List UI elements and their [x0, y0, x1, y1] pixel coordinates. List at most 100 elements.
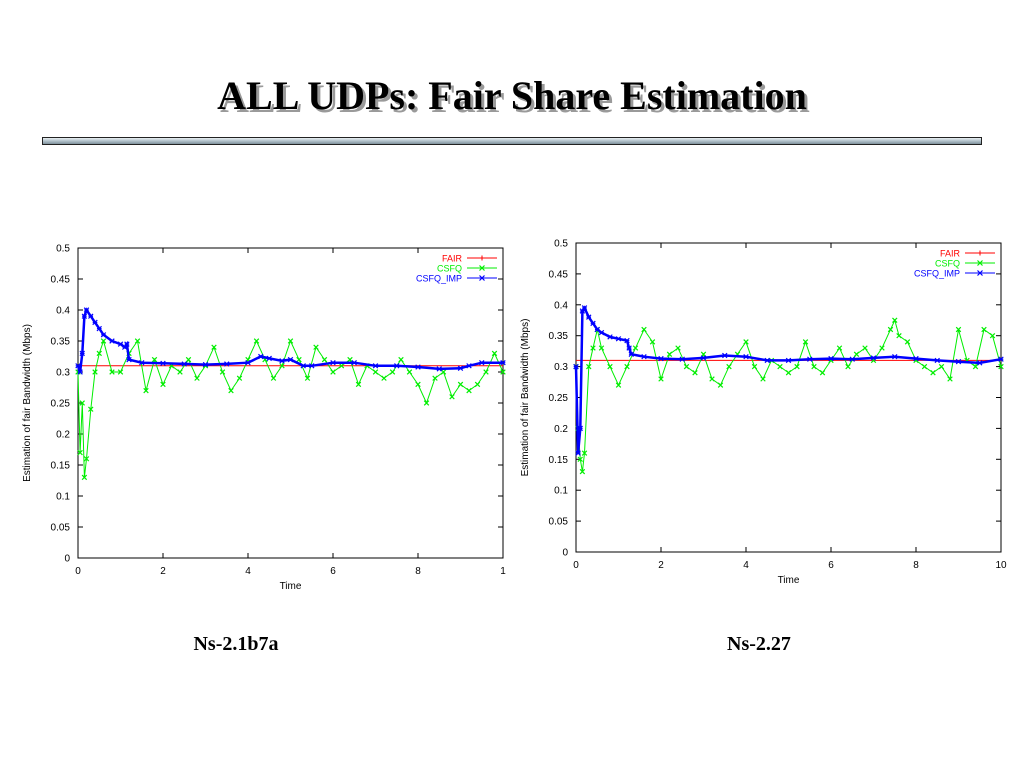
legend-label-csfq-imp: CSFQ_IMP	[914, 269, 960, 279]
x-tick-label: 0	[75, 566, 81, 577]
slide-title: ALL UDPs: Fair Share Estimation	[217, 73, 807, 118]
data-point-csfq	[887, 326, 894, 333]
data-point-csfq-imp	[743, 353, 749, 360]
data-point-csfq	[794, 363, 800, 370]
data-point-csfq-imp	[590, 320, 596, 327]
data-point-csfq	[406, 369, 413, 375]
data-point-csfq-imp	[394, 363, 400, 369]
legend-label-csfq-imp: CSFQ_IMP	[416, 274, 462, 284]
title-divider	[42, 137, 982, 145]
data-point-csfq	[83, 456, 90, 462]
chart-ns-2-27: 0 0.05 0.1 0.15 0.2 0.25 0.3 0.35 0.4 0.45 0.5 0 2 4 6…	[520, 239, 1007, 587]
data-point-csfq-imp	[117, 341, 124, 347]
data-point-csfq	[143, 387, 149, 394]
data-point-csfq-imp	[126, 356, 132, 363]
y-axis-label: Estimation of fair Bandwidth (Mbps)	[520, 319, 531, 477]
data-point-csfq-imp	[577, 425, 583, 432]
data-point-csfq	[228, 387, 234, 394]
data-point-csfq-imp	[641, 353, 647, 360]
data-point-csfq	[313, 344, 319, 350]
data-point-csfq	[709, 376, 715, 382]
data-point-csfq-imp	[81, 313, 88, 319]
data-point-csfq-imp	[181, 361, 187, 367]
data-point-csfq	[777, 363, 783, 370]
data-point-csfq	[338, 363, 345, 369]
data-point-csfq	[483, 369, 489, 375]
data-point-csfq	[321, 356, 328, 363]
data-point-csfq	[624, 363, 630, 370]
data-point-csfq	[811, 363, 817, 370]
data-point-csfq-imp	[466, 363, 472, 369]
x-tick-label: 2	[160, 566, 166, 577]
y-tick-label: 0.35	[549, 331, 569, 342]
data-point-csfq	[590, 345, 596, 351]
data-point-csfq	[658, 376, 664, 382]
legend-marker-csfq	[479, 265, 485, 271]
data-point-csfq	[892, 317, 898, 323]
y-tick-label: 0.3	[554, 362, 568, 373]
legend-label-csfq: CSFQ	[935, 259, 960, 269]
data-point-csfq-imp	[160, 360, 166, 367]
y-axis-label: Estimation of fair Bandwidth (Mbps)	[22, 324, 33, 482]
caption-ns-2-1b7a: Ns-2.1b7a	[193, 633, 279, 655]
y-tick-label: 0.4	[56, 306, 70, 317]
x-tick-label: 8	[913, 560, 919, 571]
legend-label-csfq: CSFQ	[437, 264, 462, 274]
data-point-csfq-imp	[913, 355, 919, 362]
data-point-csfq-imp	[607, 334, 613, 340]
data-point-csfq-imp	[579, 308, 586, 314]
data-point-csfq	[117, 369, 124, 375]
data-point-csfq	[236, 375, 243, 381]
data-point-csfq-imp	[245, 359, 251, 366]
data-point-csfq	[632, 345, 639, 351]
data-point-csfq-imp	[870, 355, 877, 361]
data-point-csfq	[785, 370, 792, 376]
data-point-csfq-imp	[330, 359, 336, 366]
data-point-csfq-imp	[586, 314, 592, 320]
data-point-csfq	[440, 369, 447, 375]
data-point-csfq-imp	[122, 344, 128, 350]
data-point-csfq-imp	[658, 355, 664, 362]
data-point-csfq	[457, 381, 464, 388]
data-point-csfq	[649, 339, 656, 345]
x-tick-label: 2	[658, 560, 664, 571]
x-tick-label: 6	[330, 566, 336, 577]
y-tick-label: 0.5	[56, 244, 70, 255]
data-point-csfq-imp	[575, 450, 581, 456]
data-point-csfq	[683, 363, 690, 370]
plot-frame	[77, 247, 504, 559]
data-point-csfq	[491, 350, 498, 357]
data-point-csfq-imp	[372, 363, 379, 369]
data-point-csfq-imp	[849, 356, 855, 362]
data-point-csfq-imp	[624, 337, 630, 344]
chart-ns-2-1b7a: 0 0.05 0.1 0.15 0.2 0.25 0.3 0.35 0.4 0.45 0.5 0 2 4 6…	[22, 244, 506, 593]
plot-frame	[575, 242, 1002, 553]
data-point-csfq	[185, 356, 192, 363]
data-point-csfq	[598, 345, 605, 351]
x-tick-label: 8	[415, 566, 421, 577]
data-point-csfq-imp	[279, 358, 285, 364]
data-point-csfq	[904, 339, 911, 345]
data-point-csfq	[287, 338, 294, 344]
y-tick-label: 0.2	[56, 430, 70, 441]
data-point-csfq	[177, 369, 183, 375]
data-point-csfq	[330, 369, 336, 375]
data-point-csfq-imp	[83, 307, 90, 313]
y-tick-label: 0.45	[51, 275, 71, 286]
data-point-csfq-imp	[998, 356, 1004, 362]
data-point-csfq-imp	[785, 357, 792, 364]
data-point-csfq-imp	[615, 336, 622, 342]
data-point-csfq-imp	[300, 363, 306, 369]
data-point-csfq	[675, 345, 681, 351]
data-point-csfq	[577, 456, 583, 463]
x-tick-label: 1	[500, 566, 506, 577]
data-point-csfq	[998, 363, 1004, 370]
data-point-csfq	[253, 338, 260, 344]
data-point-csfq	[853, 351, 860, 357]
data-point-csfq	[930, 370, 936, 376]
data-point-csfq	[279, 363, 285, 369]
legend-marker-csfq-imp	[977, 270, 983, 276]
data-point-csfq	[81, 474, 88, 481]
data-point-csfq-imp	[202, 361, 209, 368]
y-tick-label: 0.25	[51, 399, 71, 410]
